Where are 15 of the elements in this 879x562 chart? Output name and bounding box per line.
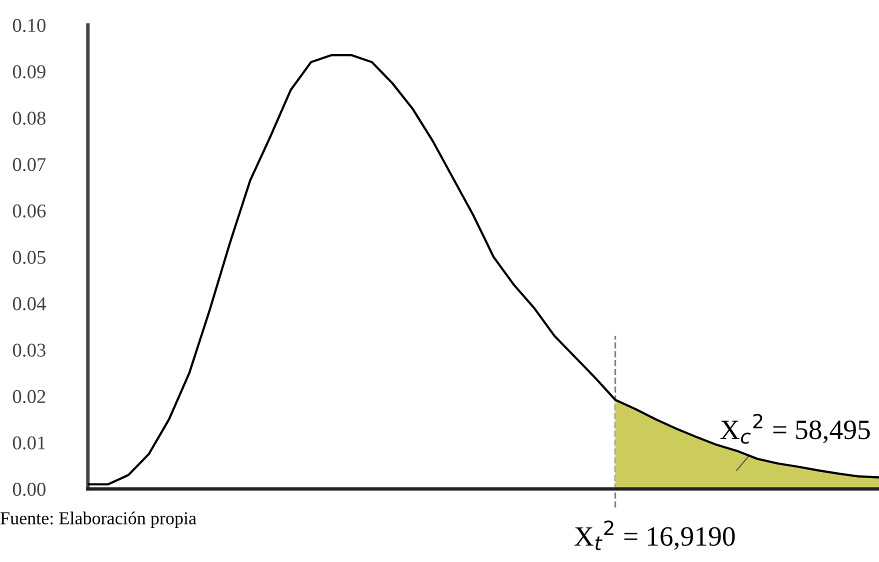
source-note: Fuente: Elaboración propia <box>0 512 196 528</box>
y-tick-label: 0.00 <box>12 482 46 496</box>
y-tick-label: 0.02 <box>12 390 46 404</box>
y-tick-label: 0.08 <box>12 112 46 125</box>
y-tick-label: 0.06 <box>12 204 46 218</box>
line-series <box>88 54 879 486</box>
y-tick-label: 0.03 <box>12 344 46 357</box>
text: X$_{t}$$^{2}$ = 16,9190 <box>574 520 735 550</box>
y-tick-label: 0.01 <box>12 436 46 450</box>
annotation: X$_{c}$$^{2}$ = 58,495 <box>720 414 870 444</box>
y-tick-label: 0.05 <box>12 250 46 264</box>
y-tick-label: 0.04 <box>12 297 46 310</box>
y-tick-label: 0.09 <box>12 65 46 78</box>
y-tick-label: 0.10 <box>12 18 46 32</box>
y-tick-label: 0.07 <box>12 158 46 172</box>
